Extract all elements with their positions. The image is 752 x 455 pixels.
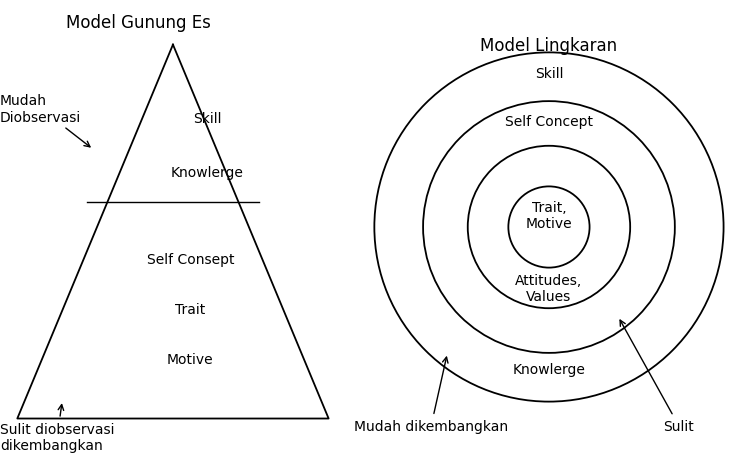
Text: Model Gunung Es: Model Gunung Es (66, 14, 211, 31)
Text: Self Consept: Self Consept (147, 253, 234, 266)
Text: Sulit diobservasi
dikembangkan: Sulit diobservasi dikembangkan (0, 404, 114, 452)
Text: Knowlerge: Knowlerge (171, 166, 244, 180)
Text: Skill: Skill (193, 111, 222, 125)
Text: Model Lingkaran: Model Lingkaran (481, 37, 617, 55)
Text: Self Concept: Self Concept (505, 115, 593, 129)
Text: Knowlerge: Knowlerge (513, 362, 585, 376)
Text: Attitudes,
Values: Attitudes, Values (515, 273, 583, 303)
Text: Trait,
Motive: Trait, Motive (526, 200, 572, 230)
Text: Motive: Motive (167, 353, 214, 366)
Text: Trait: Trait (175, 303, 205, 316)
Text: Mudah dikembangkan: Mudah dikembangkan (354, 357, 508, 433)
Text: Mudah
Diobservasi: Mudah Diobservasi (0, 94, 90, 147)
Text: Skill: Skill (535, 66, 563, 81)
Text: Sulit: Sulit (620, 320, 694, 433)
